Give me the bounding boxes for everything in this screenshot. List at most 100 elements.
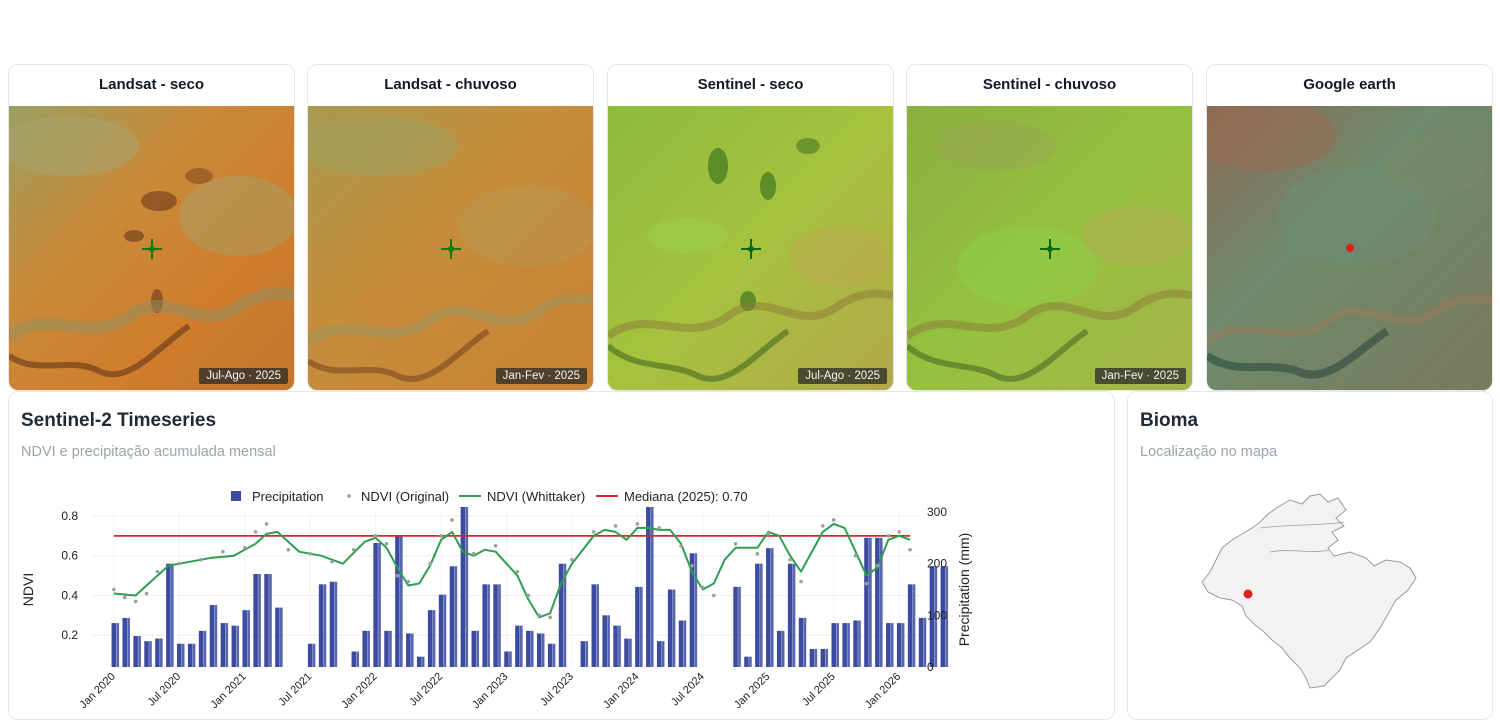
image-card-sentinel-chuvoso[interactable]: Sentinel - chuvoso Jan-Fev · 2025 xyxy=(906,64,1193,391)
precipitation-bar xyxy=(318,584,324,667)
image-card-landsat-chuvoso[interactable]: Landsat - chuvoso Jan-Fev · 2025 xyxy=(307,64,594,391)
ndvi-original-point xyxy=(221,549,225,554)
ndvi-original-point xyxy=(591,530,596,534)
ndvi-original-point xyxy=(133,599,138,604)
precipitation-bar xyxy=(552,643,556,667)
panel-subtitle: NDVI e precipitação acumulada mensal xyxy=(21,444,276,460)
precipitation-bar xyxy=(759,563,763,667)
biome-map[interactable] xyxy=(1160,482,1460,712)
date-badge: Jul-Ago · 2025 xyxy=(798,368,887,384)
precipitation-bar xyxy=(694,553,698,667)
x-tick-label: Jul 2022 xyxy=(407,671,445,709)
precipitation-bar xyxy=(814,648,818,667)
precipitation-bar xyxy=(820,648,826,667)
precipitation-bar xyxy=(530,630,534,667)
image-card-title: Sentinel - chuvoso xyxy=(982,76,1117,93)
ndvi-original-point xyxy=(395,573,400,578)
precipitation-bar xyxy=(460,507,466,667)
precipitation-bar xyxy=(471,630,477,667)
precipitation-bar xyxy=(482,584,487,667)
y-axis-label: NDVI xyxy=(20,573,36,606)
precipitation-bar xyxy=(912,584,916,667)
precipitation-bar xyxy=(159,638,163,667)
precipitation-bar xyxy=(541,633,545,667)
satellite-image[interactable]: Jul-Ago · 2025 xyxy=(9,106,294,390)
precipitation-bar xyxy=(389,630,392,667)
ndvi-timeseries-chart[interactable]: 0.2 0.4 0.6 0.8 0 100 200 300 Jan 2020 Jul 2020 Ja… xyxy=(9,474,1109,719)
precipitation-bar xyxy=(836,623,839,667)
ndvi-original-point xyxy=(242,545,247,550)
precipitation-bar xyxy=(410,633,414,667)
ndvi-original-point xyxy=(373,534,378,538)
panel-title: Bioma xyxy=(1140,410,1199,431)
satellite-image[interactable]: Jul-Ago · 2025 xyxy=(608,106,893,390)
precipitation-bar xyxy=(438,594,444,667)
precipitation-bar xyxy=(656,641,662,667)
image-card-landsat-seco[interactable]: Landsat - seco Jul-Ago · 2025 xyxy=(8,64,295,391)
y2-axis-label: Precipitation (mm) xyxy=(956,533,972,647)
precipitation-bar xyxy=(122,617,127,667)
ndvi-original-point xyxy=(799,579,803,584)
ndvi-original-point xyxy=(155,569,160,574)
precipitation-bar xyxy=(733,586,738,667)
precipitation-bar xyxy=(563,563,567,667)
precipitation-bar xyxy=(373,543,378,667)
x-tick-label: Jul 2023 xyxy=(538,671,576,709)
precipitation-bar xyxy=(111,623,117,667)
precipitation-bar xyxy=(646,507,651,667)
date-badge: Jul-Ago · 2025 xyxy=(199,368,288,384)
precipitation-bar xyxy=(792,563,796,667)
ndvi-original-point xyxy=(635,522,640,526)
ndvi-original-point xyxy=(788,557,792,562)
precipitation-bar xyxy=(362,630,367,667)
precipitation-bar xyxy=(781,630,785,667)
precipitation-bar xyxy=(879,537,883,667)
precipitation-bar xyxy=(890,623,894,667)
precipitation-bar xyxy=(465,507,469,667)
x-tick-label: Jan 2024 xyxy=(601,671,641,711)
precipitation-bar xyxy=(766,548,771,667)
precipitation-bar xyxy=(635,586,640,667)
ndvi-original-point xyxy=(690,563,694,568)
ndvi-original-point xyxy=(428,561,432,566)
location-dot-icon xyxy=(1346,244,1354,252)
precipitation-bar xyxy=(515,625,520,667)
image-card-google-earth[interactable]: Google earth xyxy=(1206,64,1493,391)
ndvi-original-point xyxy=(755,551,760,556)
precipitation-bar xyxy=(427,610,433,667)
satellite-image[interactable]: Jan-Fev · 2025 xyxy=(907,106,1192,390)
panel-subtitle: Localização no mapa xyxy=(1140,444,1278,460)
precipitation-bar xyxy=(923,617,927,667)
precipitation-bar xyxy=(607,615,610,667)
precipitation-bar xyxy=(519,625,523,667)
precipitation-bar xyxy=(558,563,564,667)
precipitation-bar xyxy=(264,574,269,667)
panel-title: Sentinel-2 Timeseries xyxy=(21,410,217,431)
ndvi-original-point xyxy=(570,557,574,562)
legend-swatch-ndvi-original xyxy=(347,494,351,498)
ndvi-original-point xyxy=(264,522,269,526)
precipitation-bar xyxy=(416,656,422,667)
precipitation-bar xyxy=(177,643,182,667)
ndvi-original-point xyxy=(199,557,203,562)
ndvi-original-point xyxy=(122,595,127,600)
y-tick-label: 0.8 xyxy=(61,509,78,523)
precipitation-bar xyxy=(192,643,196,667)
precipitation-bar xyxy=(940,566,946,667)
precipitation-bar xyxy=(225,623,229,667)
precipitation-bar xyxy=(203,630,207,667)
location-cross-icon xyxy=(741,239,761,259)
precipitation-bar xyxy=(236,625,240,667)
precipitation-bar xyxy=(624,638,629,667)
precipitation-bar xyxy=(667,589,673,667)
precipitation-bar xyxy=(421,656,425,667)
precipitation-bar xyxy=(689,553,695,667)
image-card-sentinel-seco[interactable]: Sentinel - seco Jul-Ago · 2025 xyxy=(607,64,894,391)
satellite-image[interactable]: Jan-Fev · 2025 xyxy=(308,106,593,390)
image-card-title: Landsat - chuvoso xyxy=(384,76,517,93)
ndvi-original-point xyxy=(711,593,716,598)
satellite-image[interactable] xyxy=(1207,106,1492,390)
y2-tick-label: 300 xyxy=(927,505,947,519)
precipitation-bar xyxy=(526,630,531,667)
bioma-panel: Bioma Localização no mapa xyxy=(1127,391,1493,720)
